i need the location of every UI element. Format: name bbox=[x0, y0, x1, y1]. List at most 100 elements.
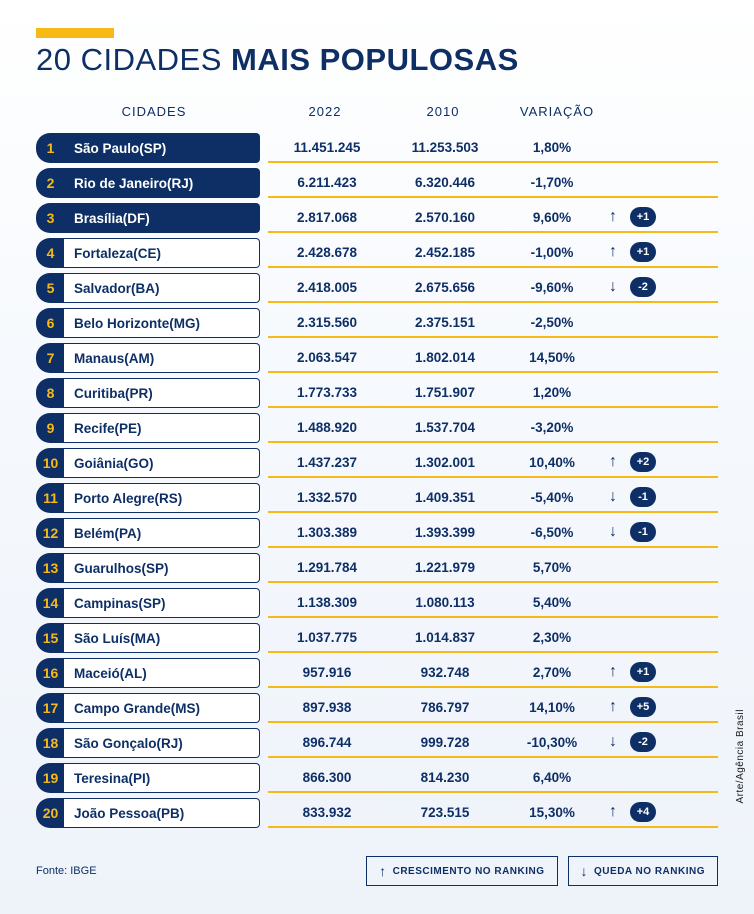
table-row: 7Manaus(AM)2.063.5471.802.01414,50% bbox=[36, 343, 718, 373]
arrow-up-icon: ↑ bbox=[600, 243, 626, 261]
cell-variation: 14,50% bbox=[504, 350, 600, 365]
data-cells: 1.037.7751.014.8372,30% bbox=[268, 623, 718, 653]
footer: Fonte: IBGE ↑ CRESCIMENTO NO RANKING ↓ Q… bbox=[36, 856, 718, 886]
cell-2022: 1.303.389 bbox=[268, 525, 386, 540]
cell-2010: 1.751.907 bbox=[386, 385, 504, 400]
delta-pill: -2 bbox=[630, 277, 656, 297]
cell-variation: -6,50% bbox=[504, 525, 600, 540]
city-cell: Curitiba(PR) bbox=[64, 378, 260, 408]
cell-2010: 2.452.185 bbox=[386, 245, 504, 260]
table-row: 15São Luís(MA)1.037.7751.014.8372,30% bbox=[36, 623, 718, 653]
rank-badge: 3 bbox=[36, 203, 64, 233]
cell-variation: -3,20% bbox=[504, 420, 600, 435]
cell-2010: 786.797 bbox=[386, 700, 504, 715]
cell-2022: 2.428.678 bbox=[268, 245, 386, 260]
delta-pill: -2 bbox=[630, 732, 656, 752]
rank-badge: 1 bbox=[36, 133, 64, 163]
rank-badge: 2 bbox=[36, 168, 64, 198]
rank-badge: 17 bbox=[36, 693, 64, 723]
data-cells: 2.315.5602.375.151-2,50% bbox=[268, 308, 718, 338]
cell-variation: 1,80% bbox=[504, 140, 600, 155]
delta-pill: +1 bbox=[630, 242, 656, 262]
rank-badge: 11 bbox=[36, 483, 64, 513]
cell-2022: 1.437.237 bbox=[268, 455, 386, 470]
delta-cell: +4 bbox=[626, 802, 660, 822]
delta-cell: +5 bbox=[626, 697, 660, 717]
cell-variation: 5,40% bbox=[504, 595, 600, 610]
cell-variation: 5,70% bbox=[504, 560, 600, 575]
cell-2010: 1.409.351 bbox=[386, 490, 504, 505]
page-title: 20 CIDADES MAIS POPULOSAS bbox=[36, 42, 718, 78]
city-cell: Guarulhos(SP) bbox=[64, 553, 260, 583]
rank-badge: 8 bbox=[36, 378, 64, 408]
rank-badge: 7 bbox=[36, 343, 64, 373]
delta-pill: +1 bbox=[630, 207, 656, 227]
data-cells: 6.211.4236.320.446-1,70% bbox=[268, 168, 718, 198]
table-row: 12Belém(PA)1.303.3891.393.399-6,50%↓-1 bbox=[36, 518, 718, 548]
legend-up-label: CRESCIMENTO NO RANKING bbox=[393, 866, 545, 877]
table-row: 13Guarulhos(SP)1.291.7841.221.9795,70% bbox=[36, 553, 718, 583]
delta-cell: +1 bbox=[626, 662, 660, 682]
accent-bar bbox=[36, 28, 114, 38]
title-bold: MAIS POPULOSAS bbox=[231, 42, 519, 77]
delta-pill: +4 bbox=[630, 802, 656, 822]
delta-cell: -2 bbox=[626, 732, 660, 752]
data-cells: 2.817.0682.570.1609,60%↑+1 bbox=[268, 203, 718, 233]
legend-down: ↓ QUEDA NO RANKING bbox=[568, 856, 718, 886]
cell-variation: 9,60% bbox=[504, 210, 600, 225]
arrow-up-icon: ↑ bbox=[379, 863, 387, 879]
data-cells: 897.938786.79714,10%↑+5 bbox=[268, 693, 718, 723]
arrow-down-icon: ↓ bbox=[600, 488, 626, 506]
arrow-down-icon: ↓ bbox=[600, 523, 626, 541]
rank-badge: 19 bbox=[36, 763, 64, 793]
city-cell: Rio de Janeiro(RJ) bbox=[64, 168, 260, 198]
rank-badge: 20 bbox=[36, 798, 64, 828]
legend-down-label: QUEDA NO RANKING bbox=[594, 866, 705, 877]
data-cells: 1.332.5701.409.351-5,40%↓-1 bbox=[268, 483, 718, 513]
cell-variation: 15,30% bbox=[504, 805, 600, 820]
table-row: 5Salvador(BA)2.418.0052.675.656-9,60%↓-2 bbox=[36, 273, 718, 303]
city-cell: Porto Alegre(RS) bbox=[64, 483, 260, 513]
cell-2022: 2.817.068 bbox=[268, 210, 386, 225]
cell-2022: 866.300 bbox=[268, 770, 386, 785]
data-cells: 833.932723.51515,30%↑+4 bbox=[268, 798, 718, 828]
city-cell: Maceió(AL) bbox=[64, 658, 260, 688]
arrow-up-icon: ↑ bbox=[600, 453, 626, 471]
cell-2010: 999.728 bbox=[386, 735, 504, 750]
cell-2022: 6.211.423 bbox=[268, 175, 386, 190]
data-cells: 2.063.5471.802.01414,50% bbox=[268, 343, 718, 373]
cell-2022: 2.063.547 bbox=[268, 350, 386, 365]
delta-cell: -2 bbox=[626, 277, 660, 297]
table-row: 4Fortaleza(CE)2.428.6782.452.185-1,00%↑+… bbox=[36, 238, 718, 268]
cell-2010: 2.570.160 bbox=[386, 210, 504, 225]
cell-2010: 6.320.446 bbox=[386, 175, 504, 190]
delta-cell: +2 bbox=[626, 452, 660, 472]
cell-2010: 814.230 bbox=[386, 770, 504, 785]
table-row: 14Campinas(SP)1.138.3091.080.1135,40% bbox=[36, 588, 718, 618]
cell-2010: 1.014.837 bbox=[386, 630, 504, 645]
cell-2022: 1.138.309 bbox=[268, 595, 386, 610]
city-cell: Goiânia(GO) bbox=[64, 448, 260, 478]
cell-variation: -5,40% bbox=[504, 490, 600, 505]
cell-2010: 1.080.113 bbox=[386, 595, 504, 610]
data-cells: 866.300814.2306,40% bbox=[268, 763, 718, 793]
cell-2022: 1.037.775 bbox=[268, 630, 386, 645]
source-text: Fonte: IBGE bbox=[36, 865, 97, 877]
delta-cell: +1 bbox=[626, 242, 660, 262]
cell-2010: 723.515 bbox=[386, 805, 504, 820]
table-row: 2Rio de Janeiro(RJ) 6.211.4236.320.446-1,… bbox=[36, 168, 718, 198]
cell-2022: 1.488.920 bbox=[268, 420, 386, 435]
cell-variation: 2,70% bbox=[504, 665, 600, 680]
cell-2022: 11.451.245 bbox=[268, 140, 386, 155]
cell-2022: 896.744 bbox=[268, 735, 386, 750]
cell-2010: 2.675.656 bbox=[386, 280, 504, 295]
table-row: 19Teresina(PI)866.300814.2306,40% bbox=[36, 763, 718, 793]
table-row: 17Campo Grande(MS)897.938786.79714,10%↑+… bbox=[36, 693, 718, 723]
rank-badge: 4 bbox=[36, 238, 64, 268]
rank-badge: 15 bbox=[36, 623, 64, 653]
table-row: 20João Pessoa(PB)833.932723.51515,30%↑+4 bbox=[36, 798, 718, 828]
cell-2010: 1.393.399 bbox=[386, 525, 504, 540]
data-cells: 11.451.24511.253.5031,80% bbox=[268, 133, 718, 163]
city-cell: Campinas(SP) bbox=[64, 588, 260, 618]
cell-2022: 2.315.560 bbox=[268, 315, 386, 330]
